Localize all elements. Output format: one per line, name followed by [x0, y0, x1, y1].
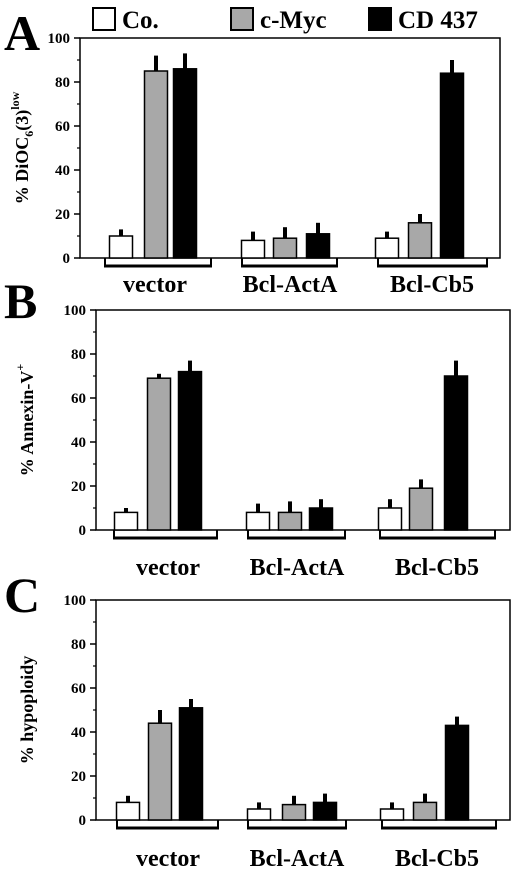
bar-cd-437-bcl-cb5	[443, 375, 469, 531]
y-axis-label: % hypoploidy	[17, 656, 37, 765]
y-tick-label: 40	[55, 163, 70, 179]
y-axis-label-after: (3)	[12, 110, 33, 131]
bar-cd-437-bcl-acta	[312, 801, 338, 821]
panel-letter: B	[4, 273, 37, 329]
bar-co-vector	[115, 801, 141, 821]
y-tick-label: 60	[71, 681, 86, 697]
bar-c-myc-bcl-cb5	[408, 487, 434, 531]
panel-letter: C	[4, 567, 40, 623]
bar-co-bcl-acta	[240, 239, 266, 259]
bar-c-myc-vector	[143, 70, 169, 259]
bar-co-bcl-acta	[245, 511, 271, 531]
legend-swatch	[92, 7, 116, 31]
y-tick-label: 20	[71, 479, 86, 495]
y-axis-label-sup: low	[8, 91, 22, 109]
bar-cd-437-bcl-acta	[305, 233, 331, 259]
y-axis-label-main: % hypoploidy	[17, 656, 37, 765]
bar-c-myc-bcl-acta	[281, 803, 307, 821]
y-tick-label: 20	[71, 769, 86, 785]
y-tick-label: 60	[71, 391, 86, 407]
bar-co-bcl-cb5	[379, 808, 405, 821]
category-label: Bcl-Cb5	[390, 272, 474, 298]
bar-c-myc-bcl-acta	[272, 237, 298, 259]
y-tick-label: 80	[55, 75, 70, 91]
plot-frame	[79, 37, 501, 259]
category-label: Bcl-ActA	[243, 272, 338, 298]
y-tick-label: 80	[71, 637, 86, 653]
category-label: vector	[136, 555, 200, 581]
bar-c-myc-bcl-acta	[277, 511, 303, 531]
bar-co-vector	[113, 511, 139, 531]
y-axis-label-sup: +	[13, 364, 27, 371]
y-tick-label: 60	[55, 119, 70, 135]
bar-cd-437-bcl-acta	[308, 507, 334, 531]
y-axis-label: % DiOC6(3)low	[8, 91, 36, 204]
bar-c-myc-bcl-cb5	[412, 801, 438, 821]
y-tick-label: 40	[71, 435, 86, 451]
legend-label: Co.	[122, 7, 159, 34]
bar-cd-437-bcl-cb5	[439, 72, 465, 259]
panel-b: B 0 20 40 60 80 100 % Annexin-V+ vector Bcl-ActA B…	[4, 273, 511, 581]
y-axis-label-sub: 6	[22, 131, 36, 137]
bar-co-bcl-cb5	[374, 237, 400, 259]
bar-co-vector	[108, 235, 134, 259]
legend-label: c-Myc	[260, 7, 327, 34]
y-tick-label: 100	[64, 593, 87, 609]
y-tick-label: 0	[63, 251, 71, 267]
y-tick-label: 100	[64, 303, 87, 319]
panel-a: A 0 20 40 60 80 100 % DiOC6(3)low vector Bcl-ActA…	[4, 5, 501, 298]
bar-c-myc-bcl-cb5	[407, 222, 433, 259]
bar-c-myc-vector	[147, 722, 173, 821]
bar-co-bcl-cb5	[377, 507, 403, 531]
y-tick-label: 0	[79, 813, 87, 829]
panel-c: C 0 20 40 60 80 100 % hypoploidy vector Bcl-ActA B…	[4, 567, 511, 872]
y-tick-label: 80	[71, 347, 86, 363]
legend-swatch	[368, 7, 392, 31]
bar-cd-437-vector	[172, 68, 198, 259]
category-label: Bcl-ActA	[250, 555, 345, 581]
category-label: vector	[136, 846, 200, 872]
y-tick-label: 20	[55, 207, 70, 223]
legend-swatch	[230, 7, 254, 31]
y-axis-label-main: % Annexin-V	[17, 371, 37, 477]
y-tick-label: 40	[71, 725, 86, 741]
y-axis-label: % Annexin-V+	[13, 364, 37, 477]
y-tick-label: 0	[79, 523, 87, 539]
y-tick-label: 100	[48, 31, 71, 47]
y-axis-label-main: % DiOC	[12, 137, 32, 205]
legend-label: CD 437	[398, 7, 478, 34]
category-label: vector	[123, 272, 187, 298]
legend: Co. c-Myc CD 437	[92, 7, 478, 34]
bar-c-myc-vector	[146, 377, 172, 531]
panel-letter: A	[4, 5, 40, 61]
bar-cd-437-bcl-cb5	[444, 724, 470, 821]
category-label: Bcl-ActA	[250, 846, 345, 872]
category-label: Bcl-Cb5	[395, 555, 479, 581]
category-label: Bcl-Cb5	[395, 846, 479, 872]
bar-co-bcl-acta	[246, 808, 272, 821]
bar-cd-437-vector	[177, 370, 203, 531]
bar-cd-437-vector	[178, 707, 204, 821]
